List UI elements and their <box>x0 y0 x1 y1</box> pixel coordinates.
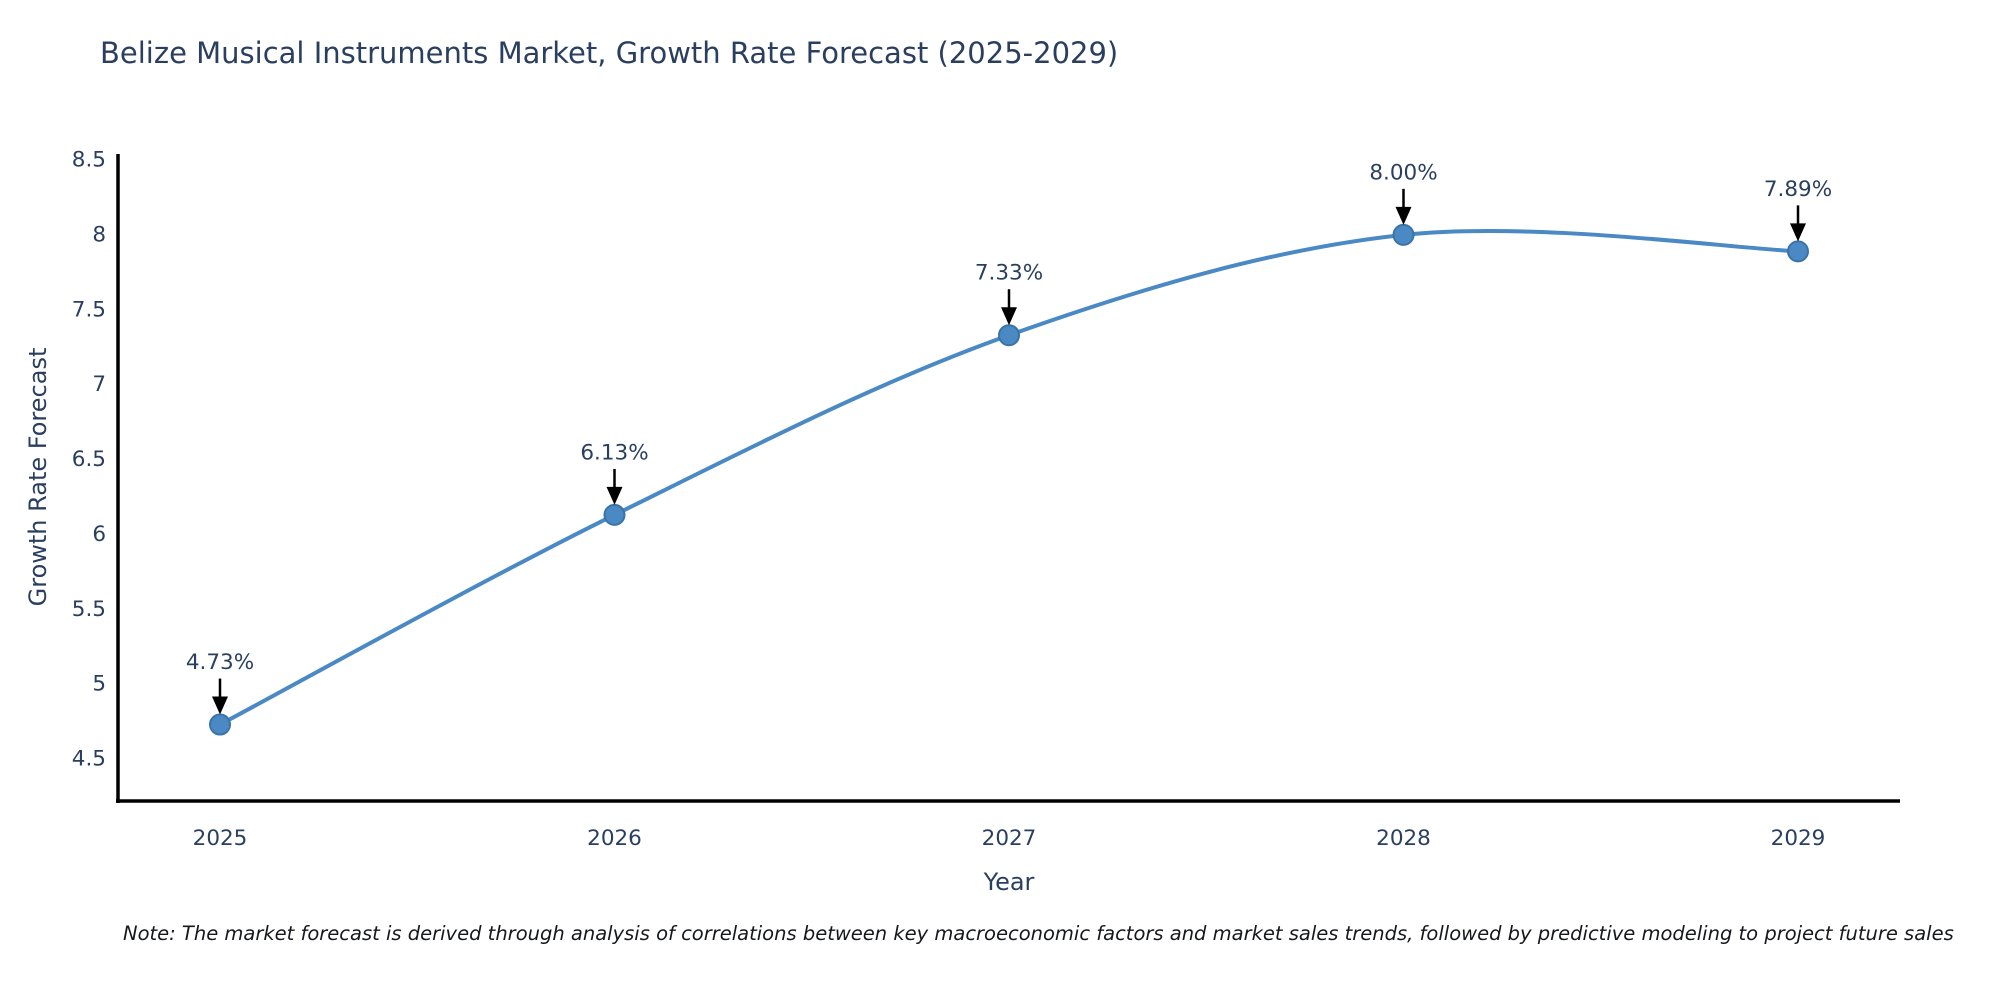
y-tick-label: 4.5 <box>72 747 106 772</box>
y-tick-label: 5 <box>92 672 106 697</box>
annotation-arrow-head <box>1395 206 1412 225</box>
x-tick-label: 2028 <box>1376 826 1431 851</box>
annotation-arrow-head <box>1001 307 1017 326</box>
y-tick-label: 7.5 <box>72 297 106 322</box>
y-tick-label: 8 <box>92 222 106 247</box>
x-tick-label: 2027 <box>982 826 1037 851</box>
chart-title: Belize Musical Instruments Market, Growt… <box>100 36 1119 70</box>
point-value-label: 7.89% <box>1764 177 1832 202</box>
data-point-marker <box>1392 223 1415 246</box>
x-tick-label: 2026 <box>587 826 642 851</box>
data-point-marker <box>603 503 626 526</box>
y-axis-title: Growth Rate Forecast <box>24 348 52 607</box>
annotation-arrow-head <box>212 696 228 715</box>
chart-footnote: Note: The market forecast is derived thr… <box>123 922 1954 945</box>
data-point-marker <box>209 713 231 736</box>
y-tick-label: 6 <box>92 522 106 547</box>
annotation-arrow-head <box>1790 223 1806 242</box>
point-value-label: 7.33% <box>975 261 1043 286</box>
annotation-arrow-head <box>606 486 623 505</box>
x-tick-label: 2025 <box>193 826 248 851</box>
y-tick-label: 8.5 <box>72 148 106 173</box>
point-value-label: 4.73% <box>186 650 254 675</box>
point-value-label: 6.13% <box>580 440 648 465</box>
y-tick-label: 5.5 <box>72 597 106 622</box>
data-point-marker <box>998 324 1020 347</box>
x-tick-label: 2029 <box>1771 826 1826 851</box>
x-axis-title: Year <box>983 868 1035 896</box>
y-tick-label: 6.5 <box>72 447 106 472</box>
data-point-marker <box>1787 240 1809 263</box>
point-value-label: 8.00% <box>1369 160 1437 185</box>
y-tick-label: 7 <box>92 372 106 397</box>
